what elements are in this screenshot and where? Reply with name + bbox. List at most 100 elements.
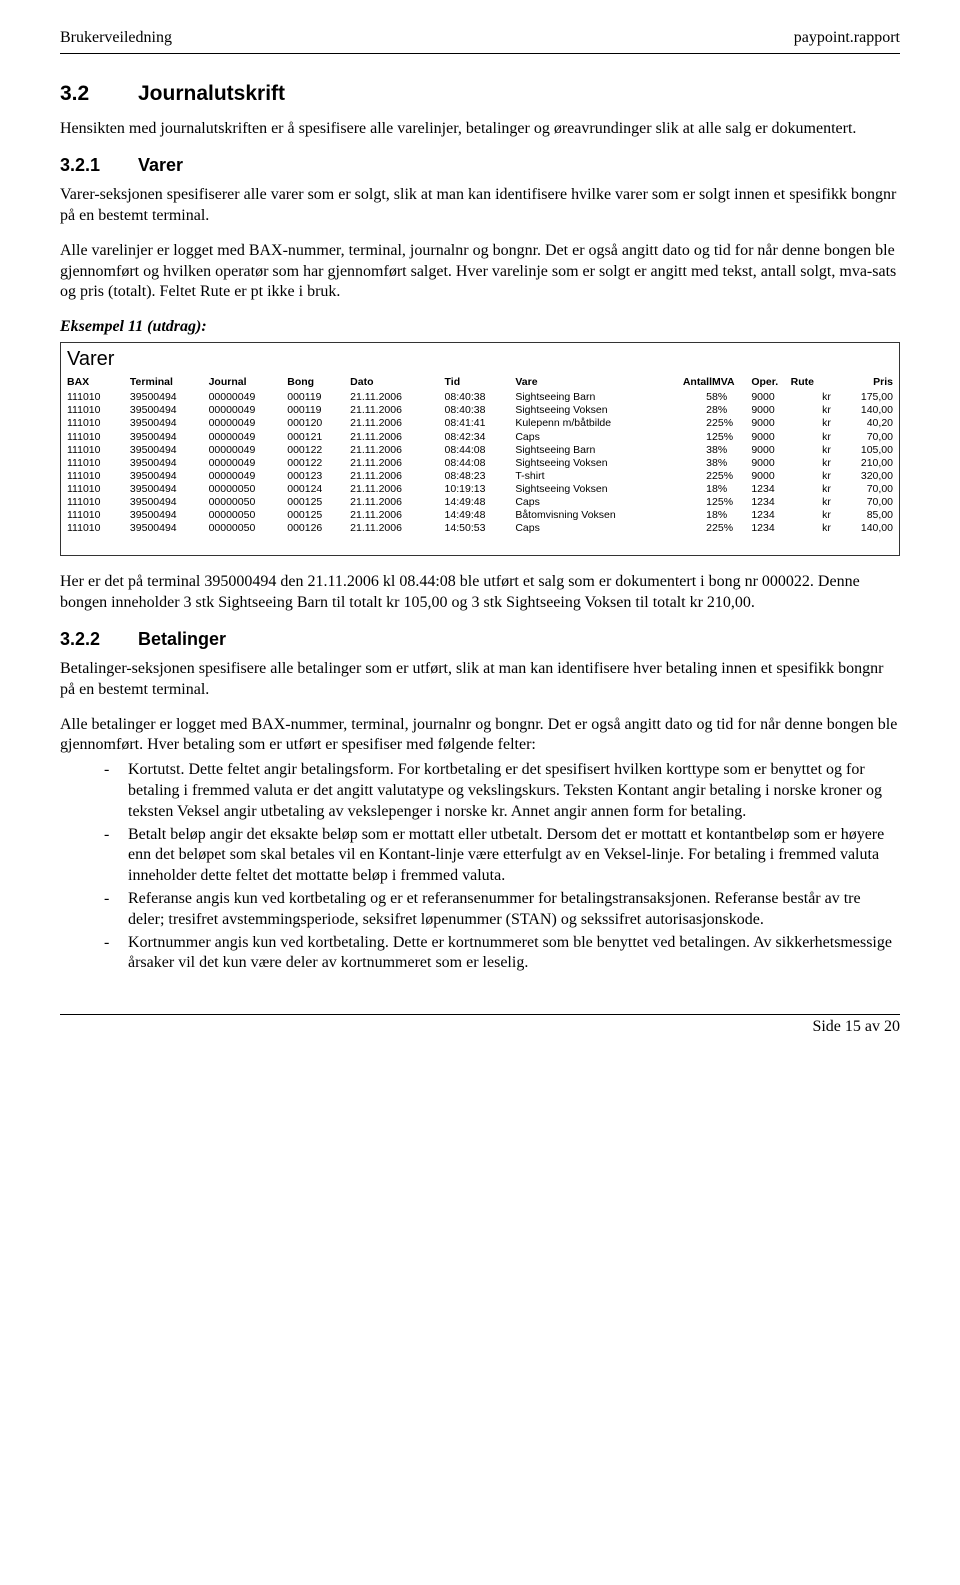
table-cell: 00000050 xyxy=(209,522,288,535)
table-cell: 39500494 xyxy=(130,444,209,457)
table-cell: 3 xyxy=(673,457,712,470)
table-row: 111010395004940000005000012521.11.200614… xyxy=(67,496,893,509)
table-cell: 3 xyxy=(673,444,712,457)
table-cell: 08:44:08 xyxy=(445,444,516,457)
table-cell xyxy=(791,509,822,522)
table-cell: 39500494 xyxy=(130,470,209,483)
table-cell: kr xyxy=(822,431,838,444)
table-cell: 25% xyxy=(712,470,751,483)
varer-table: BAXTerminalJournalBongDatoTidVareAntallM… xyxy=(67,376,893,536)
table-cell: 111010 xyxy=(67,431,130,444)
varer-table-header-row: BAXTerminalJournalBongDatoTidVareAntallM… xyxy=(67,376,893,391)
table-cell: 1234 xyxy=(751,509,790,522)
table-header-cell: Rute xyxy=(791,376,822,391)
table-cell: kr xyxy=(822,404,838,417)
table-row: 111010395004940000004900011921.11.200608… xyxy=(67,391,893,404)
table-cell: 25% xyxy=(712,522,751,535)
table-cell: 39500494 xyxy=(130,417,209,430)
section-heading-3-2: 3.2 Journalutskrift xyxy=(60,80,900,107)
subsection-number: 3.2.1 xyxy=(60,154,106,177)
table-cell: Caps xyxy=(515,522,672,535)
table-row: 111010395004940000004900012121.11.200608… xyxy=(67,431,893,444)
table-cell: 9000 xyxy=(751,470,790,483)
table-header-cell: MVA xyxy=(712,376,751,391)
table-cell: 2 xyxy=(673,522,712,535)
table-cell: 8% xyxy=(712,444,751,457)
header-right: paypoint.rapport xyxy=(794,28,900,49)
table-cell: 000119 xyxy=(287,404,350,417)
table-cell: 9000 xyxy=(751,391,790,404)
table-cell: Sightseeing Voksen xyxy=(515,483,672,496)
table-cell: 111010 xyxy=(67,457,130,470)
table-row: 111010395004940000004900012221.11.200608… xyxy=(67,457,893,470)
table-cell: 39500494 xyxy=(130,431,209,444)
table-row: 111010395004940000004900012321.11.200608… xyxy=(67,470,893,483)
subsection-number-2: 3.2.2 xyxy=(60,628,106,651)
table-cell: 21.11.2006 xyxy=(350,444,444,457)
table-cell: 2 xyxy=(673,404,712,417)
table-cell: 111010 xyxy=(67,483,130,496)
table-cell: Sightseeing Voksen xyxy=(515,457,672,470)
table-cell: 000124 xyxy=(287,483,350,496)
table-cell: 40,20 xyxy=(838,417,893,430)
table-header-cell: Terminal xyxy=(130,376,209,391)
table-cell: kr xyxy=(822,470,838,483)
table-cell: 08:42:34 xyxy=(445,431,516,444)
table-header-cell: Journal xyxy=(209,376,288,391)
table-cell: 21.11.2006 xyxy=(350,496,444,509)
subsection-heading-3-2-2: 3.2.2 Betalinger xyxy=(60,628,900,651)
table-cell: kr xyxy=(822,457,838,470)
table-header-cell xyxy=(822,376,838,391)
table-cell: 1234 xyxy=(751,522,790,535)
table-cell: 1 xyxy=(673,509,712,522)
table-cell: 25% xyxy=(712,431,751,444)
table-cell: 111010 xyxy=(67,496,130,509)
table-cell: 21.11.2006 xyxy=(350,417,444,430)
table-cell: 1 xyxy=(673,483,712,496)
table-header-cell: Antall xyxy=(673,376,712,391)
section-title: Journalutskrift xyxy=(138,80,285,107)
table-cell: kr xyxy=(822,522,838,535)
list-item: Referanse angis kun ved kortbetaling og … xyxy=(104,889,900,931)
table-cell: 14:49:48 xyxy=(445,496,516,509)
subsection-title-2: Betalinger xyxy=(138,628,226,651)
table-cell: Caps xyxy=(515,431,672,444)
varer-table-title: Varer xyxy=(67,347,893,372)
table-cell: 08:41:41 xyxy=(445,417,516,430)
table-cell: 00000050 xyxy=(209,496,288,509)
sub2-bullet-list: Kortutst. Dette feltet angir betalingsfo… xyxy=(60,760,900,974)
table-cell: kr xyxy=(822,391,838,404)
table-cell xyxy=(791,404,822,417)
sub2-p2: Alle betalinger er logget med BAX-nummer… xyxy=(60,715,900,757)
table-cell: 111010 xyxy=(67,522,130,535)
table-cell: 000122 xyxy=(287,444,350,457)
subsection-title: Varer xyxy=(138,154,183,177)
page-footer: Side 15 av 20 xyxy=(60,1017,900,1038)
page-header: Brukerveiledning paypoint.rapport xyxy=(60,28,900,49)
table-cell: 140,00 xyxy=(838,522,893,535)
header-rule xyxy=(60,53,900,54)
table-cell: 85,00 xyxy=(838,509,893,522)
table-cell: 000123 xyxy=(287,470,350,483)
table-cell: 00000049 xyxy=(209,417,288,430)
table-row: 111010395004940000004900012221.11.200608… xyxy=(67,444,893,457)
table-cell: 5 xyxy=(673,391,712,404)
table-cell xyxy=(791,391,822,404)
table-row: 111010395004940000005000012621.11.200614… xyxy=(67,522,893,535)
table-cell: 111010 xyxy=(67,404,130,417)
table-cell: 08:48:23 xyxy=(445,470,516,483)
table-cell: 39500494 xyxy=(130,391,209,404)
table-cell: 00000049 xyxy=(209,444,288,457)
table-cell: 21.11.2006 xyxy=(350,391,444,404)
sub1-p2: Alle varelinjer er logget med BAX-nummer… xyxy=(60,241,900,303)
table-cell: 70,00 xyxy=(838,483,893,496)
table-cell: 8% xyxy=(712,509,751,522)
table-cell: Sightseeing Barn xyxy=(515,391,672,404)
table-cell: 21.11.2006 xyxy=(350,404,444,417)
table-cell: 70,00 xyxy=(838,496,893,509)
table-cell: 000121 xyxy=(287,431,350,444)
table-cell: 1 xyxy=(673,431,712,444)
table-cell: 25% xyxy=(712,496,751,509)
table-cell: 25% xyxy=(712,417,751,430)
table-cell xyxy=(791,457,822,470)
